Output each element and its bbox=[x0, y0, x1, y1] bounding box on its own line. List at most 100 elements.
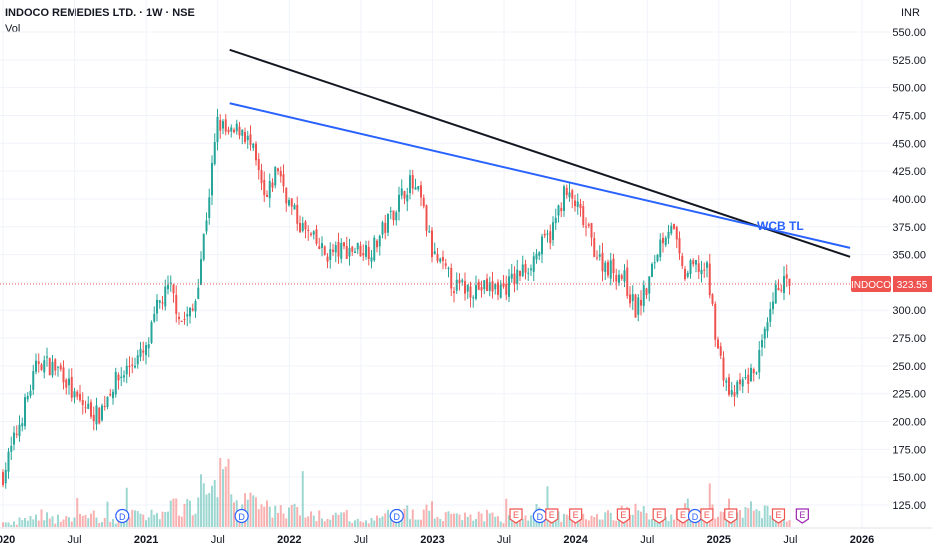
volume-bar bbox=[158, 519, 161, 527]
volume-bar bbox=[263, 506, 266, 527]
candle-body bbox=[359, 245, 362, 257]
volume-bar bbox=[700, 515, 703, 527]
candle-body bbox=[502, 283, 505, 287]
candle-body bbox=[378, 235, 381, 247]
volume-bar bbox=[57, 514, 59, 527]
earnings-marker[interactable]: E bbox=[771, 508, 786, 524]
volume-bar bbox=[296, 506, 299, 527]
candle-body bbox=[84, 407, 87, 409]
volume-bar bbox=[395, 520, 398, 527]
volume-bar bbox=[164, 511, 167, 527]
blue-trendline[interactable] bbox=[229, 102, 851, 249]
black-trendline[interactable] bbox=[229, 48, 851, 258]
volume-bar bbox=[736, 512, 739, 527]
candle-body bbox=[538, 252, 541, 256]
earnings-marker[interactable]: E bbox=[676, 508, 690, 524]
y-tick-label: 475.00 bbox=[892, 110, 926, 122]
earnings-marker[interactable]: E bbox=[509, 508, 523, 524]
last-price-tag[interactable]: INDOCO 323.55 bbox=[851, 276, 932, 293]
x-tick-label: 2022 bbox=[277, 534, 301, 546]
candle-body bbox=[147, 344, 150, 349]
earnings-marker[interactable]: E bbox=[795, 508, 809, 524]
volume-bar bbox=[2, 522, 4, 527]
candle-body bbox=[268, 180, 271, 199]
volume-bar bbox=[101, 521, 103, 527]
volume-bar bbox=[318, 510, 321, 527]
candle-body bbox=[442, 257, 444, 261]
volume-bar bbox=[513, 520, 516, 527]
earnings-marker[interactable]: E bbox=[724, 508, 738, 524]
dividend-marker[interactable]: D bbox=[115, 508, 130, 524]
candle-body bbox=[403, 191, 406, 199]
candle-body bbox=[546, 233, 549, 235]
volume-bar bbox=[571, 520, 574, 527]
currency-label: INR bbox=[901, 7, 920, 19]
candle-body bbox=[772, 301, 774, 310]
volume-bar bbox=[417, 519, 420, 527]
volume-bar bbox=[153, 514, 156, 527]
volume-bar bbox=[123, 518, 125, 527]
candle-body bbox=[428, 231, 431, 233]
candle-body bbox=[640, 299, 642, 306]
candle-body bbox=[719, 346, 722, 356]
volume-bar bbox=[312, 515, 315, 527]
candle-body bbox=[681, 255, 684, 267]
candle-body bbox=[114, 371, 117, 395]
earnings-marker[interactable]: E bbox=[616, 508, 630, 524]
volume-bar bbox=[227, 458, 230, 527]
volume-bar bbox=[516, 519, 519, 527]
earnings-marker[interactable]: E bbox=[652, 508, 666, 524]
candle-body bbox=[593, 238, 596, 258]
volume-bar bbox=[593, 516, 596, 527]
volume-bar bbox=[277, 513, 279, 527]
candle-body bbox=[491, 281, 494, 292]
volume-bar bbox=[128, 517, 131, 527]
candle-body bbox=[134, 365, 136, 368]
volume-bar bbox=[109, 521, 112, 527]
candle-body bbox=[488, 282, 491, 291]
earnings-marker[interactable]: E bbox=[700, 508, 714, 524]
candle-body bbox=[224, 119, 227, 132]
volume-bar bbox=[194, 513, 197, 527]
candle-body bbox=[483, 280, 486, 290]
candle-body bbox=[153, 313, 156, 322]
candle-body bbox=[117, 374, 120, 381]
volume-bar bbox=[202, 483, 205, 527]
dividend-marker[interactable]: D bbox=[687, 508, 703, 524]
volume-bar bbox=[310, 511, 312, 527]
candle-body bbox=[769, 308, 772, 322]
candle-body bbox=[717, 339, 719, 349]
volume-bar bbox=[403, 508, 406, 527]
symbol-title[interactable]: INDOCO REMEDIES LTD. · 1W · NSE bbox=[5, 7, 195, 19]
candle-body bbox=[758, 350, 761, 373]
candle-body bbox=[79, 394, 81, 401]
wcb-tl-annotation[interactable]: WCB TL bbox=[757, 219, 804, 233]
volume-bar bbox=[200, 474, 202, 527]
volume-bar bbox=[442, 521, 444, 527]
candle-body bbox=[409, 175, 411, 194]
candle-body bbox=[436, 253, 439, 261]
dividend-marker[interactable]: D bbox=[389, 508, 404, 524]
dividend-marker[interactable]: D bbox=[234, 508, 249, 524]
volume-bar bbox=[763, 505, 766, 527]
volume-bar bbox=[266, 500, 268, 527]
trendlines[interactable]: WCB TL bbox=[0, 48, 851, 285]
candle-body bbox=[730, 390, 733, 395]
volume-bar bbox=[642, 505, 645, 527]
candle-body bbox=[131, 364, 134, 366]
volume-bar bbox=[483, 521, 486, 527]
candle-body bbox=[296, 204, 299, 224]
earnings-marker[interactable]: E bbox=[545, 508, 559, 524]
volume-bar bbox=[249, 492, 252, 527]
candle-body bbox=[290, 198, 293, 207]
candle-body bbox=[167, 284, 169, 290]
dividend-marker[interactable]: D bbox=[532, 508, 547, 524]
candle-body bbox=[417, 186, 420, 190]
volume-bar bbox=[607, 510, 609, 527]
volume-bar bbox=[480, 513, 483, 527]
earnings-marker[interactable]: E bbox=[569, 508, 583, 524]
candle-body bbox=[686, 272, 689, 277]
volume-bar bbox=[670, 514, 673, 527]
